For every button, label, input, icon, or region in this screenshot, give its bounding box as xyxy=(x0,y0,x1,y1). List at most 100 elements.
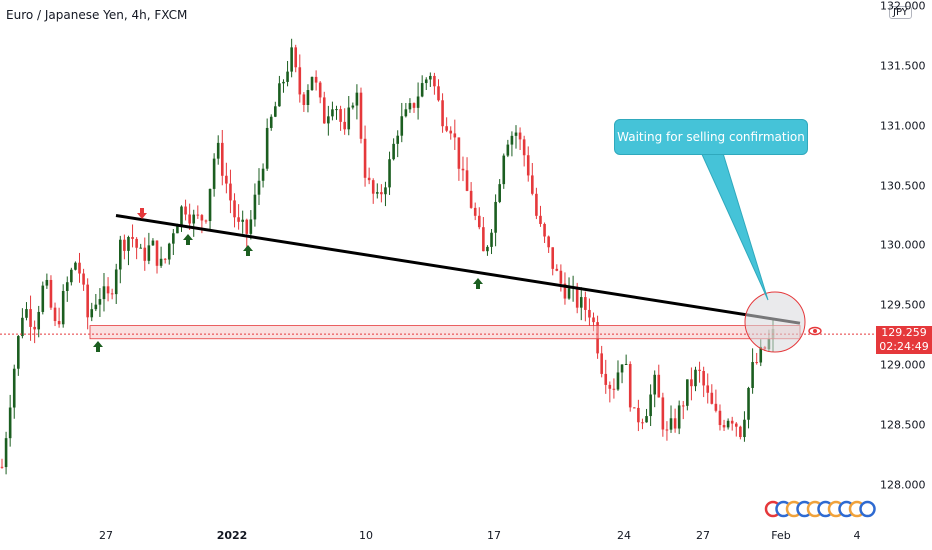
callout-pointer xyxy=(699,149,769,301)
candle-body xyxy=(286,71,289,82)
event-icon[interactable] xyxy=(859,500,876,518)
annotation-callout[interactable]: Waiting for selling confirmation xyxy=(614,119,808,155)
candle-body xyxy=(216,142,220,159)
arrows-group xyxy=(93,208,483,352)
candle-body xyxy=(718,410,722,426)
candle-body xyxy=(237,217,240,222)
candle-body xyxy=(624,363,628,365)
candle-body xyxy=(461,168,465,171)
candle-body xyxy=(119,239,122,270)
candle-body xyxy=(526,155,530,176)
candle-body xyxy=(400,116,404,136)
candle-body xyxy=(588,309,591,318)
candle-body xyxy=(747,387,750,420)
candle-body xyxy=(677,405,681,429)
y-tick-label: 130.500 xyxy=(880,179,926,193)
price-tag: 129.259 02:24:49 xyxy=(876,326,932,354)
candle-body xyxy=(143,247,147,261)
candle-body xyxy=(367,177,371,181)
candle-body xyxy=(192,214,196,224)
candle-body xyxy=(673,418,677,429)
candle-body xyxy=(380,192,383,195)
candle-body xyxy=(167,243,171,260)
candle-body xyxy=(98,299,102,305)
candle-body xyxy=(188,214,191,224)
candle-body xyxy=(392,143,395,160)
x-tick-label: 24 xyxy=(617,529,631,542)
candle-body xyxy=(265,127,269,169)
x-tick-label: 27 xyxy=(99,529,113,542)
candle-body xyxy=(743,419,746,438)
candle-body xyxy=(4,438,8,468)
candle-body xyxy=(641,422,644,424)
candle-body xyxy=(404,109,408,117)
candle-body xyxy=(163,258,167,260)
candle-body xyxy=(559,270,563,284)
candle-body xyxy=(65,282,69,291)
y-tick-label: 131.000 xyxy=(880,119,926,133)
candle-body xyxy=(8,407,12,439)
candle-body xyxy=(151,240,155,246)
candle-body xyxy=(669,418,673,430)
candle-body xyxy=(396,135,399,144)
candle-body xyxy=(139,247,142,249)
candle-body xyxy=(12,368,16,408)
candle-body xyxy=(706,385,710,393)
candle-body xyxy=(200,215,204,221)
candle-body xyxy=(220,142,224,176)
candle-body xyxy=(318,82,322,98)
currency-badge[interactable]: JPY xyxy=(889,6,912,19)
candle-body xyxy=(172,233,175,244)
candle-body xyxy=(608,384,612,389)
candle-body xyxy=(33,326,36,330)
annotation-text: Waiting for selling confirmation xyxy=(617,130,805,144)
candle-body xyxy=(208,188,212,222)
x-tick-label: Feb xyxy=(771,529,791,542)
candle-body xyxy=(204,220,208,222)
candle-body xyxy=(453,133,457,138)
candle-body xyxy=(563,283,567,299)
candle-body xyxy=(212,158,216,189)
y-tick-label: 128.500 xyxy=(880,418,926,432)
trendline[interactable] xyxy=(115,213,801,325)
candle-body xyxy=(637,407,640,423)
arrow-up-icon xyxy=(473,278,483,289)
candle-body xyxy=(437,86,440,101)
candle-body xyxy=(628,363,632,408)
candle-body xyxy=(78,262,81,274)
x-tick-label: 2022 xyxy=(216,529,248,542)
candle-body xyxy=(388,159,391,188)
candle-body xyxy=(751,362,754,388)
y-tick-label: 129.500 xyxy=(880,298,926,312)
candle-body xyxy=(755,362,758,364)
event-icons[interactable] xyxy=(764,500,876,518)
candle-body xyxy=(229,183,232,201)
candle-body xyxy=(420,83,424,97)
eye-icon[interactable] xyxy=(808,326,822,336)
candle-body xyxy=(302,94,306,106)
candle-body xyxy=(278,83,281,107)
candle-body xyxy=(584,297,587,310)
candle-body xyxy=(359,92,363,139)
candle-body xyxy=(49,279,53,308)
y-tick-label: 130.000 xyxy=(880,238,926,252)
candle-body xyxy=(522,139,526,156)
candle-body xyxy=(649,394,652,417)
x-tick-label: 27 xyxy=(696,529,710,542)
candle-body xyxy=(147,245,151,261)
candle-body xyxy=(86,284,89,318)
candle-body xyxy=(486,246,489,252)
y-tick-label: 129.000 xyxy=(880,358,926,372)
candle-body xyxy=(314,76,318,83)
candle-body xyxy=(322,97,326,124)
candle-body xyxy=(180,206,183,227)
candle-body xyxy=(21,317,24,337)
candle-body xyxy=(17,336,20,369)
candle-body xyxy=(714,403,718,411)
candle-body xyxy=(665,429,669,431)
candle-body xyxy=(514,132,518,136)
candle-body xyxy=(734,423,738,427)
candle-body xyxy=(759,346,763,363)
candle-body xyxy=(94,304,98,310)
